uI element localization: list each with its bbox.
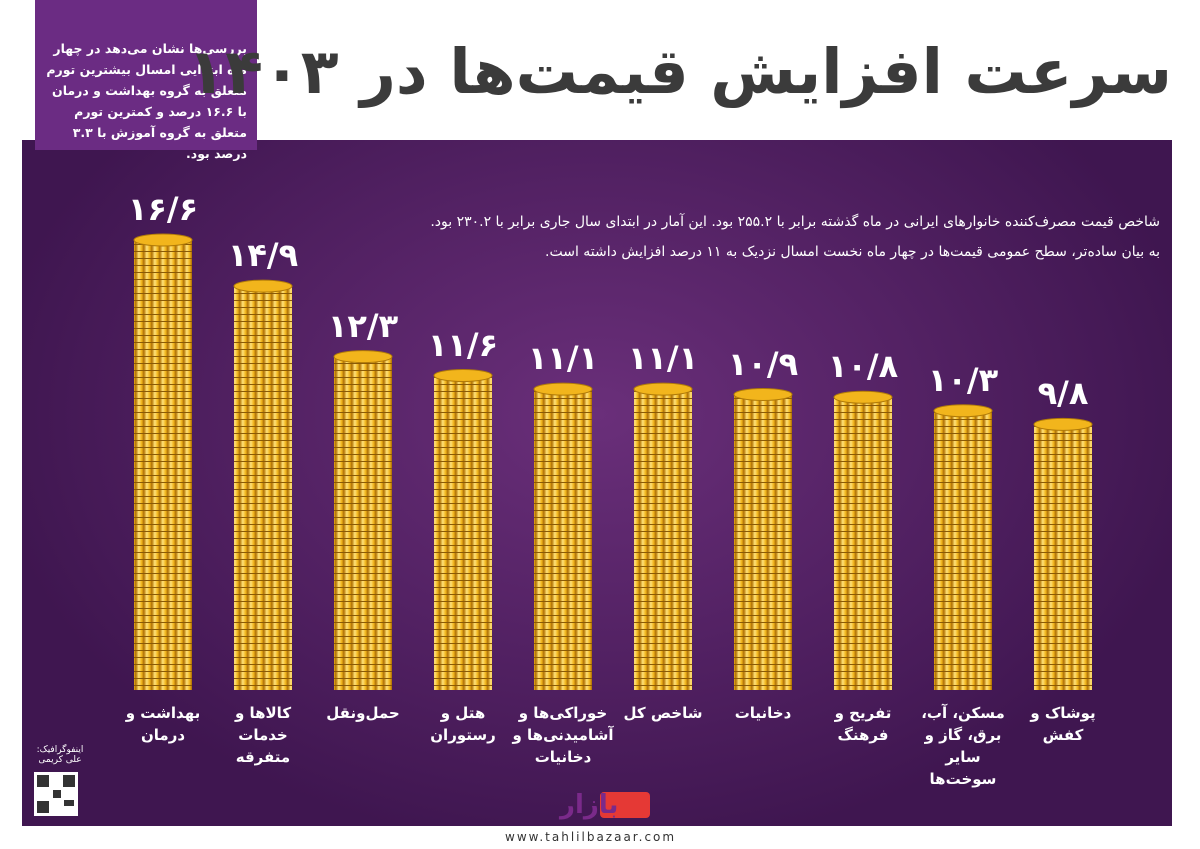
coin-stack: [434, 375, 492, 690]
coin-top: [633, 382, 693, 396]
category-label: حمل‌ونقل: [326, 704, 400, 722]
coin-top: [933, 404, 993, 418]
coin-top: [133, 233, 193, 247]
title: سرعت افزایش قیمت‌ها در ۱۴۰۳: [187, 35, 1172, 108]
coin-stack: [534, 389, 592, 690]
value-label: ۱۶/۶: [127, 190, 199, 228]
category-label: بهداشت و درمان: [125, 704, 201, 744]
coin-stack: [834, 397, 892, 690]
coin-stack: [734, 394, 792, 690]
qr-code: [34, 772, 78, 816]
coin-stack: [334, 356, 392, 690]
description: شاخص قیمت مصرف‌کننده خانوارهای ایرانی در…: [430, 214, 1160, 260]
value-label: ۱۰/۸: [827, 347, 899, 386]
coin-stack: [234, 286, 292, 690]
url: www.tahlilbazaar.com: [505, 830, 677, 844]
coin-top: [433, 369, 493, 383]
value-label: ۱۱/۱: [627, 339, 699, 378]
category-label: خوراکی‌ها و آشامیدنی‌ها و دخانیات: [512, 704, 614, 766]
category-label: پوشاک و کفش: [1030, 704, 1096, 744]
category-label: کالاها و خدمات متفرقه: [234, 704, 292, 766]
value-label: ۱۲/۳: [327, 306, 399, 345]
value-label: ۱۰/۳: [927, 360, 999, 399]
coin-top: [533, 382, 593, 396]
category-label: مسکن، آب، برق، گاز و سایر سوخت‌ها: [921, 704, 1005, 788]
category-label: دخانیات: [734, 704, 792, 722]
value-label: ۹/۸: [1037, 374, 1089, 413]
category-label: شاخص کل: [623, 704, 703, 722]
coin-stack: [1034, 424, 1092, 690]
category-label: هتل و رستوران: [430, 704, 496, 744]
category-label: تفریح و فرهنگ: [834, 704, 892, 744]
value-label: ۱۱/۶: [427, 325, 499, 364]
note: بررسی‌ها نشان می‌دهد در چهار ماه ابتدایی…: [35, 0, 257, 161]
value-label: ۱۰/۹: [727, 344, 799, 383]
coin-top: [833, 390, 893, 404]
coin-top: [733, 388, 793, 402]
value-label: ۱۱/۱: [527, 339, 599, 378]
value-label: ۱۴/۹: [227, 236, 299, 275]
credit: اینفوگرافیک: علی کریمی: [36, 745, 84, 765]
coin-top: [333, 350, 393, 364]
coin-stack: [934, 410, 992, 690]
logo-mark: [600, 792, 650, 818]
coin-stack: [134, 240, 192, 690]
coin-top: [1033, 417, 1093, 431]
coin-top: [233, 279, 293, 293]
coin-stack: [634, 389, 692, 690]
logo: بازار: [560, 790, 619, 820]
